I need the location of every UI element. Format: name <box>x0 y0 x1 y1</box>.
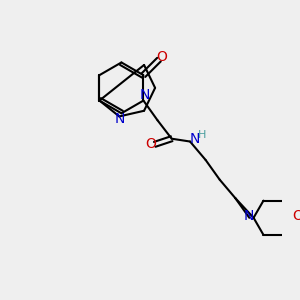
Text: N: N <box>140 88 150 103</box>
Text: N: N <box>115 112 125 126</box>
Text: H: H <box>198 130 206 140</box>
Text: O: O <box>293 209 300 224</box>
Text: O: O <box>145 137 156 152</box>
Text: N: N <box>190 132 200 146</box>
Text: O: O <box>156 50 167 64</box>
Text: N: N <box>243 209 254 224</box>
